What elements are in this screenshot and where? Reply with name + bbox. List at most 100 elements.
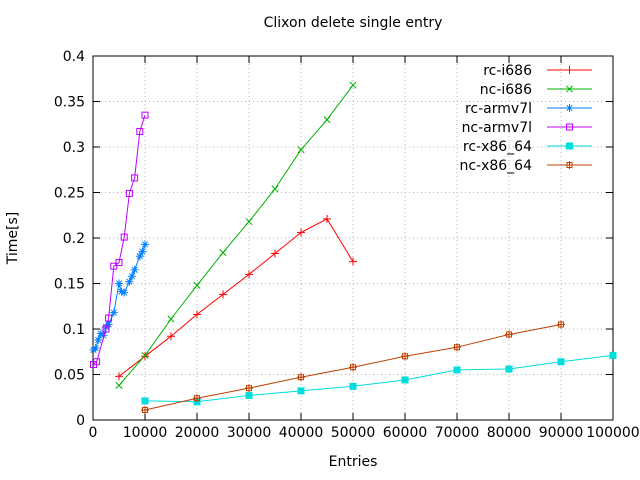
marker-cross <box>297 146 305 154</box>
series-line <box>93 114 146 365</box>
legend-label: rc-i686 <box>483 63 532 79</box>
y-axis-label: Time[s] <box>5 212 21 265</box>
legend-label: rc-armv7l <box>465 101 532 117</box>
marker-plus <box>297 228 305 237</box>
marker-open-square <box>566 123 573 131</box>
marker-filled-square <box>557 358 565 366</box>
marker-asterisk <box>130 265 139 274</box>
marker-filled-square <box>401 376 409 384</box>
marker-open-square <box>131 174 139 182</box>
marker-cross <box>193 281 201 289</box>
marker-filled-square <box>566 142 573 150</box>
marker-asterisk <box>135 252 144 261</box>
grid-lines <box>93 56 613 420</box>
marker-boxed-plus <box>453 343 461 352</box>
marker-asterisk <box>120 288 129 297</box>
marker-open-square <box>125 189 133 197</box>
series-nc-i686 <box>115 81 357 389</box>
marker-plus <box>565 66 574 74</box>
series-rc-x86_64 <box>141 351 617 406</box>
legend-label: nc-x86_64 <box>459 158 532 174</box>
marker-cross <box>323 116 331 124</box>
marker-boxed-plus <box>401 352 409 361</box>
x-tick-label: 70000 <box>435 425 480 441</box>
series-line <box>118 218 354 377</box>
x-tick-label: 20000 <box>175 425 220 441</box>
marker-open-square <box>110 262 118 270</box>
series-line <box>118 84 354 386</box>
marker-asterisk <box>91 344 100 353</box>
marker-boxed-plus <box>565 161 574 169</box>
marker-boxed-plus <box>557 320 565 329</box>
y-tick-label: 0.1 <box>63 322 85 338</box>
marker-plus <box>245 270 253 279</box>
marker-filled-square <box>245 391 253 399</box>
marker-boxed-plus <box>297 373 305 382</box>
marker-plus <box>167 332 175 341</box>
marker-asterisk <box>104 320 113 329</box>
marker-asterisk <box>109 308 118 317</box>
marker-cross <box>271 185 279 193</box>
x-tick-label: 60000 <box>383 425 428 441</box>
marker-plus <box>323 214 331 223</box>
marker-filled-square <box>505 365 513 373</box>
marker-cross <box>245 218 253 226</box>
marker-asterisk <box>94 335 103 344</box>
y-tick-label: 0 <box>76 413 85 429</box>
series-rc-armv7l <box>89 240 149 354</box>
axes: 0 10000 20000 30000 40000 50000 60000 70000 8000… <box>54 49 640 441</box>
marker-open-square <box>93 358 101 366</box>
marker-asterisk <box>141 240 149 249</box>
legend-item-rc-i686: rc-i686 <box>483 63 592 79</box>
marker-plus <box>271 249 279 258</box>
marker-plus <box>141 352 149 361</box>
y-tick-label: 0.25 <box>54 186 85 202</box>
y-tick-label: 0.4 <box>63 49 85 65</box>
marker-plus <box>349 257 357 266</box>
marker-filled-square <box>141 397 149 405</box>
marker-asterisk <box>128 272 136 281</box>
marker-boxed-plus <box>141 405 149 414</box>
marker-open-square <box>115 259 123 267</box>
x-axis-label: Entries <box>329 454 378 470</box>
marker-open-square <box>102 325 110 333</box>
legend-item-rc-x86_64: rc-x86_64 <box>463 139 592 155</box>
chart-title: Clixon delete single entry <box>264 15 443 31</box>
series-rc-i686 <box>115 214 357 381</box>
y-tick-label: 0.05 <box>54 368 85 384</box>
marker-filled-square <box>609 351 617 359</box>
x-tick-label: 90000 <box>539 425 584 441</box>
x-tick-label: 40000 <box>279 425 324 441</box>
marker-cross <box>167 315 175 323</box>
x-tick-label: 10000 <box>123 425 168 441</box>
x-tick-label: 100000 <box>586 425 639 441</box>
series-nc-armv7l <box>90 111 149 368</box>
marker-open-square <box>120 233 128 241</box>
x-tick-label: 50000 <box>331 425 376 441</box>
marker-boxed-plus <box>193 394 201 403</box>
marker-boxed-plus <box>349 363 357 372</box>
marker-cross <box>349 81 357 89</box>
marker-open-square <box>105 314 113 322</box>
legend-item-nc-armv7l: nc-armv7l <box>462 120 592 136</box>
marker-cross <box>115 381 123 389</box>
marker-plus <box>115 372 123 381</box>
legend-label: nc-armv7l <box>462 120 532 136</box>
y-tick-label: 0.3 <box>63 140 85 156</box>
x-tick-label: 30000 <box>227 425 272 441</box>
marker-cross <box>219 249 227 257</box>
marker-asterisk <box>125 277 134 286</box>
marker-asterisk <box>565 104 574 112</box>
data-series <box>89 81 617 414</box>
marker-filled-square <box>297 387 305 395</box>
y-tick-label: 0.2 <box>63 231 85 247</box>
legend-label: rc-x86_64 <box>463 139 532 155</box>
marker-boxed-plus <box>505 330 513 339</box>
marker-filled-square <box>349 382 357 390</box>
marker-open-square <box>136 128 144 136</box>
marker-filled-square <box>453 366 461 374</box>
legend-label: nc-i686 <box>480 82 532 98</box>
legend-item-rc-armv7l: rc-armv7l <box>465 101 592 117</box>
